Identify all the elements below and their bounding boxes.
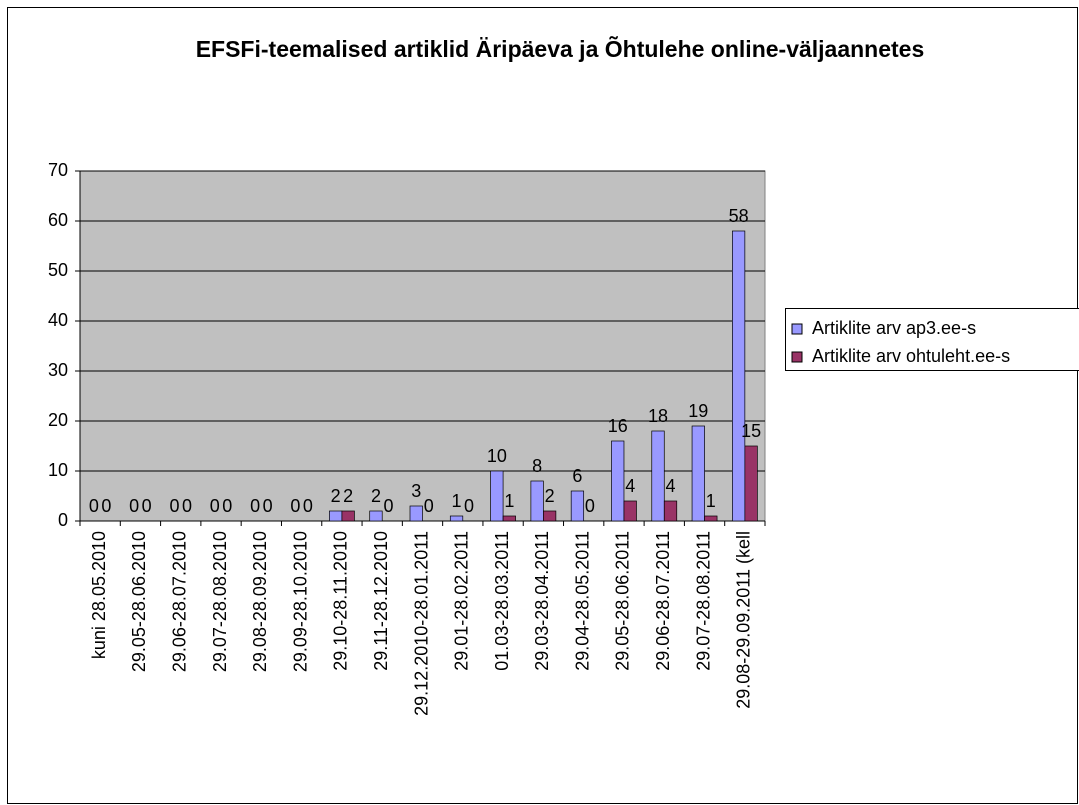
- bar: [369, 510, 383, 522]
- x-tick-label: 01.03-28.03.2011: [492, 531, 512, 671]
- data-label: 0: [222, 496, 232, 516]
- data-label: 15: [741, 421, 761, 441]
- data-label: 2: [371, 486, 381, 506]
- chart-title: EFSFi-teemalised artiklid Äripäeva ja Õh…: [195, 36, 925, 62]
- data-label: 0: [383, 496, 393, 516]
- x-tick-label: 29.05-28.06.2011: [613, 531, 633, 671]
- data-label: 0: [303, 496, 313, 516]
- legend-swatch: [791, 351, 803, 363]
- x-tick-label: 29.08-29.09.2011 (kell: [734, 531, 754, 709]
- x-tick-label: 29.07-28.08.2011: [693, 531, 713, 671]
- data-label: 16: [608, 416, 628, 436]
- data-label: 4: [666, 476, 676, 496]
- legend-swatch: [791, 323, 803, 335]
- bar: [329, 510, 343, 522]
- bar: [490, 470, 504, 522]
- data-label: 8: [532, 456, 542, 476]
- data-label: 0: [210, 496, 220, 516]
- data-label: 0: [182, 496, 192, 516]
- bar: [449, 515, 464, 522]
- bar: [543, 510, 557, 522]
- data-label: 4: [625, 476, 635, 496]
- x-tick-label: 29.05-28.06.2010: [129, 531, 149, 672]
- x-tick-label: 29.01-28.02.2011: [452, 531, 472, 671]
- legend-label: Artiklite arv ap3.ee-s: [812, 318, 976, 338]
- x-tick-label: 29.03-28.04.2011: [532, 531, 552, 671]
- y-tick-label: 50: [48, 260, 68, 280]
- x-tick-label: 29.10-28.11.2010: [331, 531, 351, 671]
- data-label: 0: [169, 496, 179, 516]
- data-label: 0: [89, 496, 99, 516]
- x-tick-label: 29.07-28.08.2010: [210, 531, 230, 672]
- data-label: 0: [290, 496, 300, 516]
- x-tick-label: 29.06-28.07.2011: [653, 531, 673, 671]
- bar: [651, 430, 665, 522]
- x-tick-label: 29.06-28.07.2010: [169, 531, 189, 672]
- bar: [530, 480, 544, 522]
- y-tick-label: 60: [48, 210, 68, 230]
- data-label: 2: [331, 486, 341, 506]
- data-label: 58: [729, 206, 749, 226]
- data-label: 0: [250, 496, 260, 516]
- data-label: 2: [545, 486, 555, 506]
- legend: [785, 308, 1079, 371]
- bar: [611, 440, 625, 522]
- bar: [570, 490, 585, 522]
- x-tick-label: 29.09-28.10.2010: [290, 531, 310, 672]
- plot-area: [79, 170, 766, 522]
- data-label: 19: [688, 401, 708, 421]
- data-label: 1: [452, 491, 462, 511]
- y-tick-label: 40: [48, 310, 68, 330]
- data-label: 1: [504, 491, 514, 511]
- data-label: 0: [129, 496, 139, 516]
- y-tick-label: 20: [48, 410, 68, 430]
- bar: [704, 515, 718, 522]
- y-tick-label: 10: [48, 460, 68, 480]
- data-label: 0: [585, 496, 595, 516]
- x-tick-label: 29.08-28.09.2010: [250, 531, 270, 672]
- data-label: 1: [706, 491, 716, 511]
- data-label: 0: [263, 496, 273, 516]
- y-tick-label: 70: [48, 160, 68, 180]
- bar: [502, 515, 516, 522]
- x-tick-label: 29.12.2010-28.01.2011: [411, 531, 431, 716]
- legend-label: Artiklite arv ohtuleht.ee-s: [812, 346, 1010, 366]
- data-label: 10: [487, 446, 507, 466]
- data-label: 2: [343, 486, 353, 506]
- bar: [732, 230, 746, 522]
- bar: [744, 445, 758, 522]
- x-tick-label: 29.04-28.05.2011: [572, 531, 592, 671]
- data-label: 0: [464, 496, 474, 516]
- bar: [409, 505, 423, 522]
- data-label: 18: [648, 406, 668, 426]
- data-label: 6: [572, 466, 582, 486]
- bar: [691, 425, 705, 522]
- bar: [623, 500, 637, 522]
- data-label: 0: [424, 496, 434, 516]
- bar: [663, 500, 678, 522]
- x-tick-label: 29.11-28.12.2010: [371, 531, 391, 671]
- y-tick-label: 30: [48, 360, 68, 380]
- data-label: 0: [142, 496, 152, 516]
- data-label: 0: [101, 496, 111, 516]
- bar: [341, 510, 355, 522]
- data-label: 3: [411, 481, 421, 501]
- x-tick-label: kuni 28.05.2010: [89, 531, 109, 659]
- y-tick-label: 0: [58, 510, 68, 530]
